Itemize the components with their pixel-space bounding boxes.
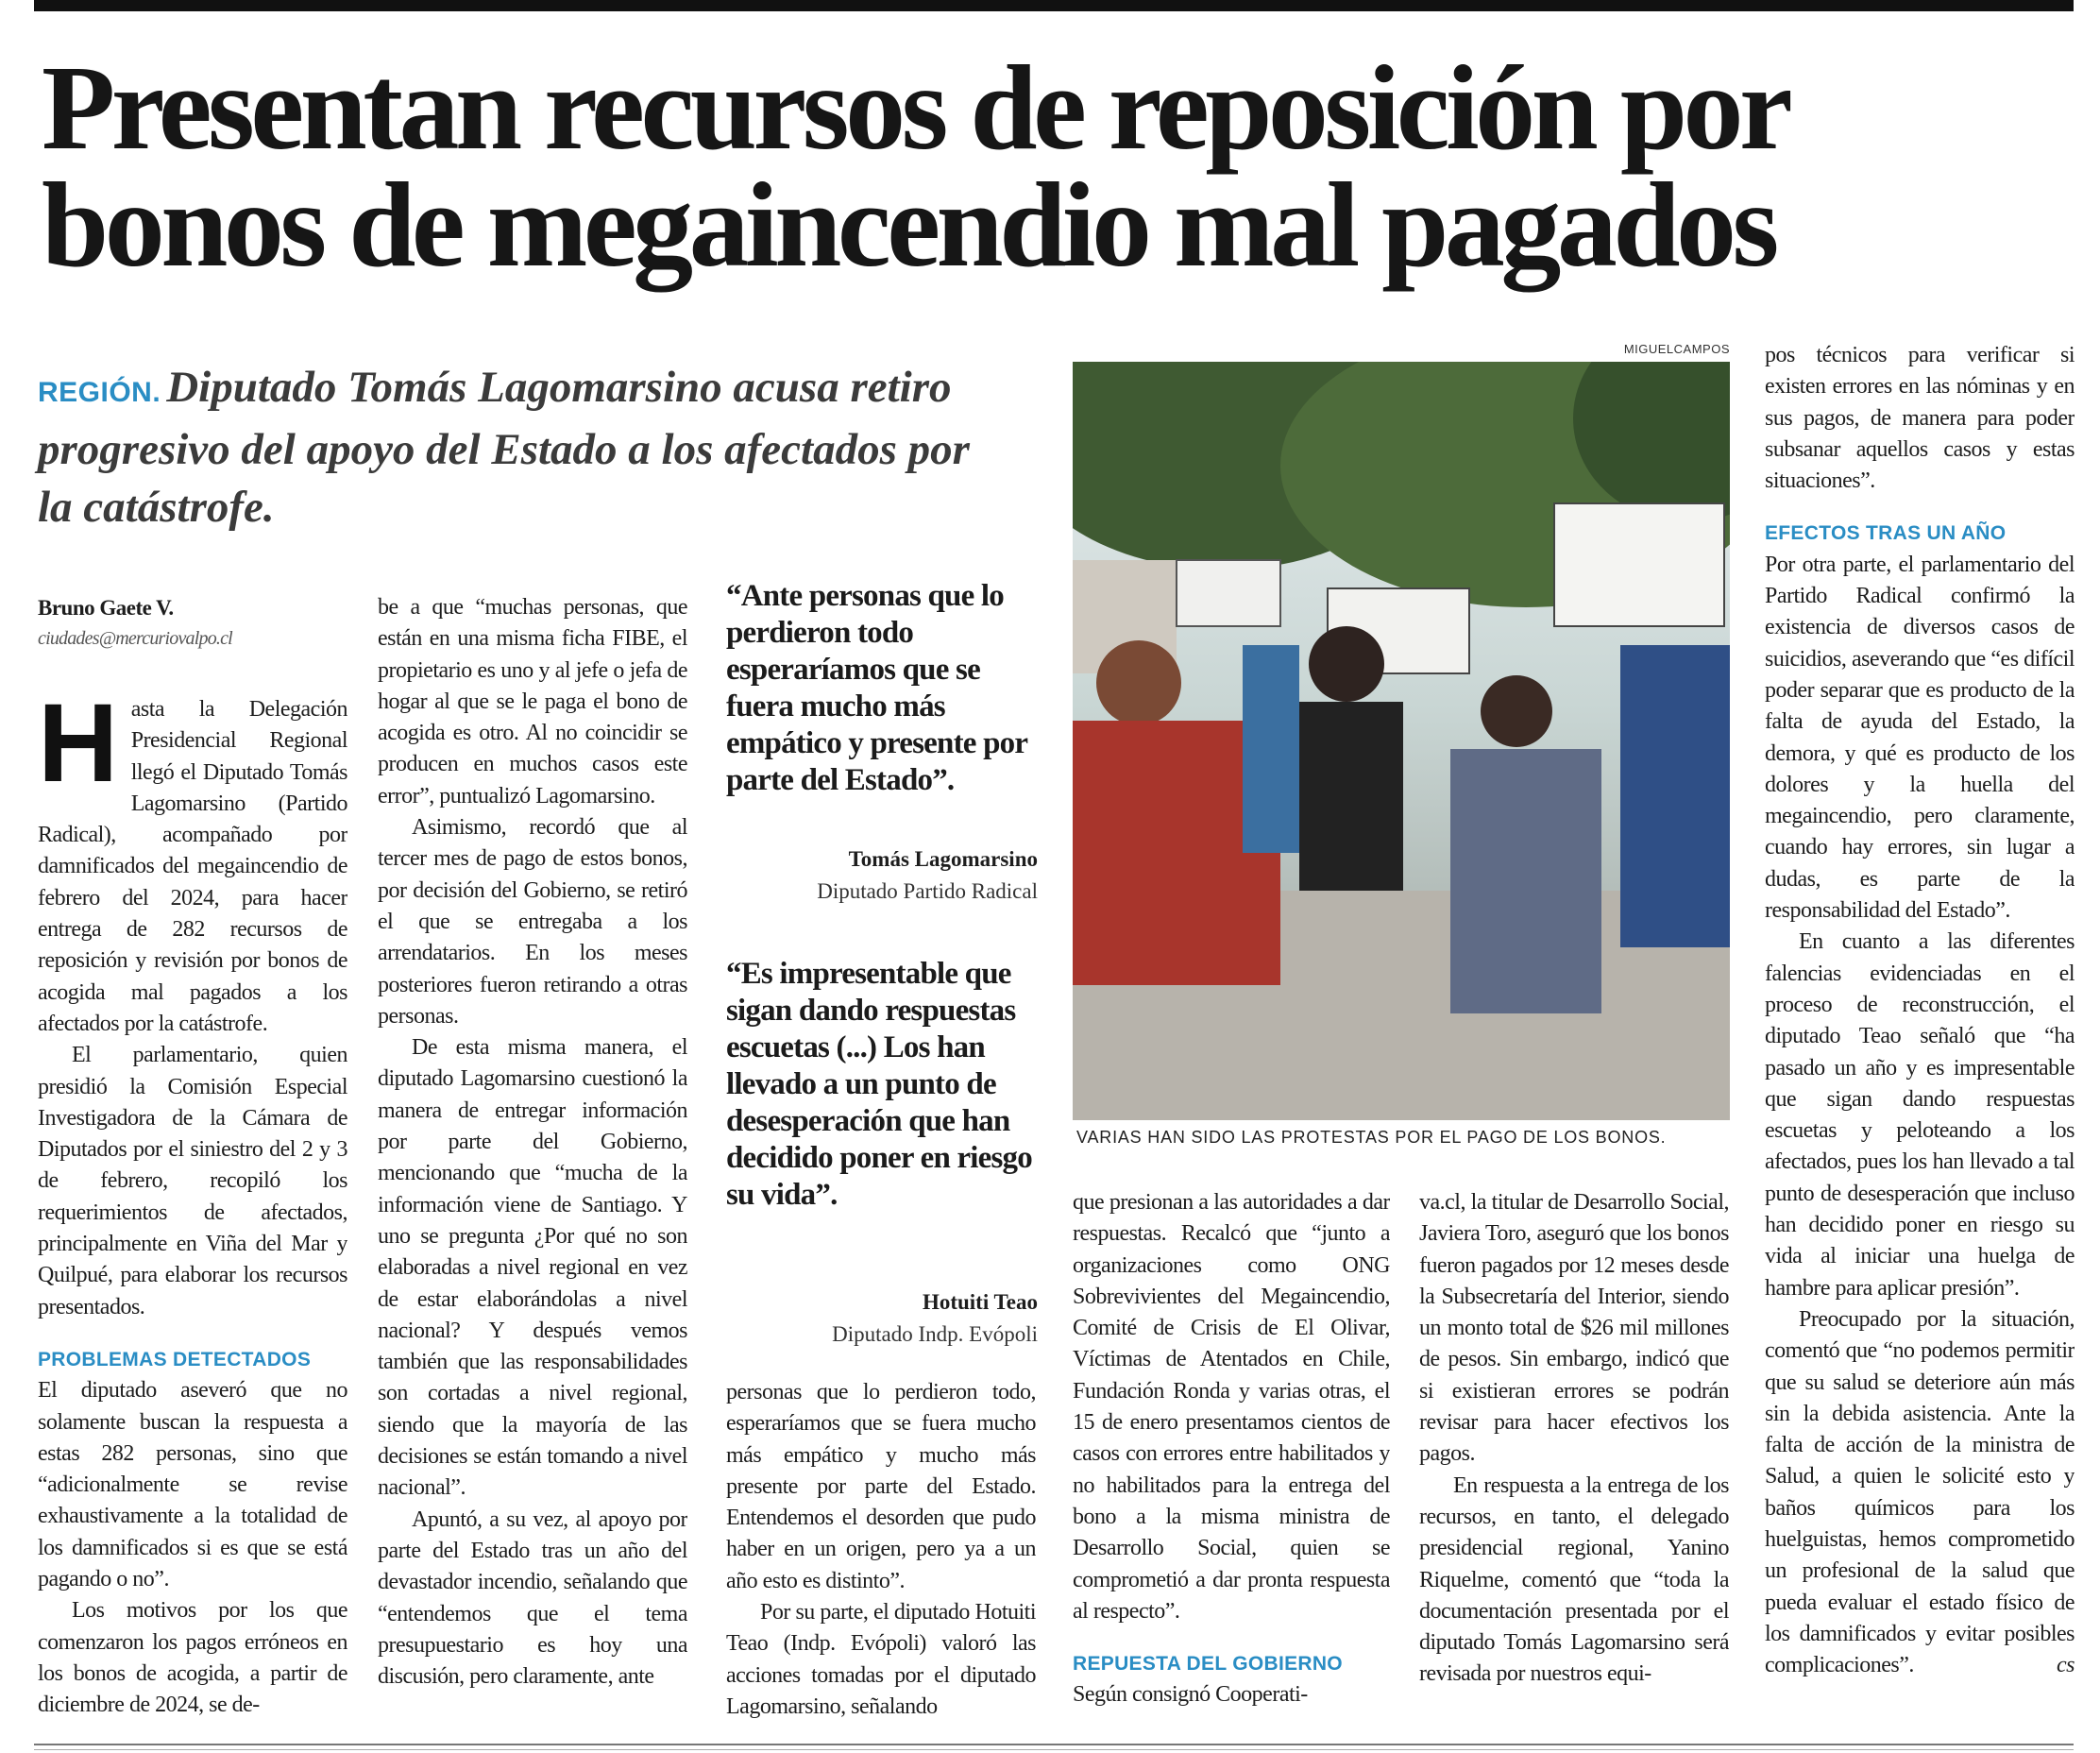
paragraph: que presionan a las autoridades a dar re… xyxy=(1073,1190,1390,1624)
paragraph: personas que lo perdieron todo, esperarí… xyxy=(726,1380,1036,1593)
paragraph: De esta misma manera, el diputado Lagoma… xyxy=(378,1035,687,1501)
paragraph: Por su parte, el diputado Hotuiti Teao (… xyxy=(726,1600,1036,1719)
section-heading-gobierno: REPUESTA DEL GOBIERNO xyxy=(1073,1653,1343,1676)
section-heading-efectos: EFECTOS TRAS UN AÑO xyxy=(1765,522,2007,545)
paragraph: Según consignó Cooperati- xyxy=(1073,1682,1308,1708)
paragraph: Asimismo, recordó que al tercer mes de p… xyxy=(378,815,687,1029)
quote-role: Diputado Partido Radical xyxy=(817,879,1038,903)
paragraph: En respuesta a la entrega de los recurso… xyxy=(1419,1472,1729,1687)
protest-photo xyxy=(1073,362,1730,1120)
byline-author: Bruno Gaete V. xyxy=(38,596,174,620)
paragraph: be a que “muchas personas, que están en … xyxy=(378,595,687,808)
article-column-4: que presionan a las autoridades a dar re… xyxy=(1073,1187,1390,1740)
end-of-article-mark: cs xyxy=(2057,1653,2075,1678)
pull-quote-1-attribution: Tomás Lagomarsino Diputado Partido Radic… xyxy=(726,843,1038,908)
protest-photo-image xyxy=(1073,362,1730,1120)
headline-line-2: bonos de megaincendio mal pagados xyxy=(42,158,1779,292)
paragraph: Preocupado por la situación, comentó que… xyxy=(1765,1304,2075,1682)
quote-author: Hotuiti Teao xyxy=(922,1290,1038,1314)
byline-email[interactable]: ciudades@mercuriovalpo.cl xyxy=(38,628,233,649)
section-kicker: REGIÓN. xyxy=(38,377,161,408)
paragraph: En cuanto a las diferentes falencias evi… xyxy=(1765,929,2075,1301)
paragraph: va.cl, la titular de Desarrollo Social, … xyxy=(1419,1190,1729,1467)
section-heading-problemas: PROBLEMAS DETECTADOS xyxy=(38,1348,312,1370)
paragraph: El parlamentario, quien presidió la Comi… xyxy=(38,1043,347,1319)
headline: Presentan recursos de reposición por bon… xyxy=(42,41,2081,292)
paragraph: pos técnicos para verificar si existen e… xyxy=(1765,343,2075,494)
paragraph: El diputado aseveró que no solamente bus… xyxy=(38,1378,347,1592)
pull-quote-2-attribution: Hotuiti Teao Diputado Indp. Evópoli xyxy=(726,1286,1038,1351)
quote-role: Diputado Indp. Evópoli xyxy=(832,1322,1038,1346)
paragraph: Los motivos por los que comenzaron los p… xyxy=(38,1598,347,1718)
article-column-6: pos técnicos para verificar si existen e… xyxy=(1765,340,2075,1740)
article-column-2: be a que “muchas personas, que están en … xyxy=(378,592,687,1740)
quote-author: Tomás Lagomarsino xyxy=(848,847,1038,871)
pull-quote-2: “Es impresentable que sigan dando respue… xyxy=(726,957,1033,1212)
top-rule xyxy=(34,0,2074,11)
article-column-1: Bruno Gaete V. ciudades@mercuriovalpo.cl… xyxy=(38,592,347,1740)
article-column-5: va.cl, la titular de Desarrollo Social, … xyxy=(1419,1187,1729,1740)
subheadline: REGIÓN. Diputado Tomás Lagomarsino acusa … xyxy=(38,359,982,536)
paragraph: Por otra parte, el parlamentario del Par… xyxy=(1765,552,2075,924)
paragraph: Apuntó, a su vez, al apoyo por parte del… xyxy=(378,1506,687,1690)
headline-line-1: Presentan recursos de reposición por xyxy=(42,41,1793,175)
drop-cap: H xyxy=(38,681,118,806)
photo-caption: VARIAS HAN SIDO LAS PROTESTAS POR EL PAG… xyxy=(1076,1128,1667,1147)
bottom-rule xyxy=(34,1744,2074,1750)
photo-credit: MIGUELCAMPOS xyxy=(1623,342,1730,356)
article-column-3: personas que lo perdieron todo, esperarí… xyxy=(726,1377,1036,1740)
pull-quote-1: “Ante personas que lo perdieron todo esp… xyxy=(726,579,1027,797)
subheadline-text: Diputado Tomás Lagomarsino acusa retiro … xyxy=(38,363,970,532)
